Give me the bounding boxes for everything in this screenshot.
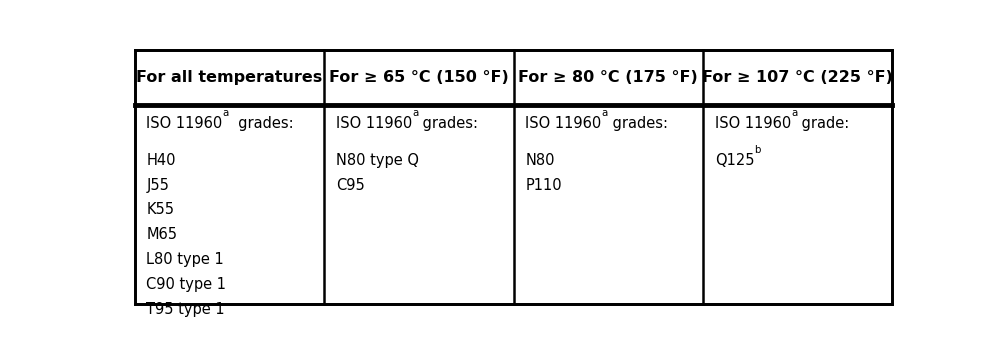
Text: a: a [791, 108, 798, 118]
Text: J55: J55 [146, 178, 169, 193]
Text: N80 type Q: N80 type Q [336, 153, 419, 168]
Text: grades:: grades: [607, 116, 667, 131]
Text: ISO 11960: ISO 11960 [714, 116, 791, 131]
Text: For ≥ 65 °C (150 °F): For ≥ 65 °C (150 °F) [329, 70, 509, 85]
Text: For ≥ 107 °C (225 °F): For ≥ 107 °C (225 °F) [702, 70, 893, 85]
Text: grade:: grade: [798, 116, 850, 131]
Text: N80: N80 [525, 153, 555, 168]
Text: C95: C95 [336, 178, 365, 193]
Text: a: a [412, 108, 418, 118]
Text: K55: K55 [146, 203, 174, 217]
Text: ISO 11960: ISO 11960 [525, 116, 601, 131]
Text: For ≥ 80 °C (175 °F): For ≥ 80 °C (175 °F) [518, 70, 698, 85]
Text: ISO 11960: ISO 11960 [336, 116, 412, 131]
Text: P110: P110 [525, 178, 562, 193]
Text: a: a [601, 108, 607, 118]
Text: C90 type 1: C90 type 1 [146, 277, 226, 292]
Text: Q125: Q125 [714, 153, 755, 168]
Text: grades:: grades: [228, 116, 294, 131]
Text: L80 type 1: L80 type 1 [146, 252, 224, 267]
Text: H40: H40 [146, 153, 175, 168]
Text: ISO 11960: ISO 11960 [146, 116, 222, 131]
Text: grades:: grades: [418, 116, 478, 131]
Text: M65: M65 [146, 227, 177, 242]
Text: a: a [222, 108, 228, 118]
Text: For all temperatures: For all temperatures [136, 70, 323, 85]
Text: b: b [755, 145, 761, 155]
Text: T95 type 1: T95 type 1 [146, 302, 224, 317]
